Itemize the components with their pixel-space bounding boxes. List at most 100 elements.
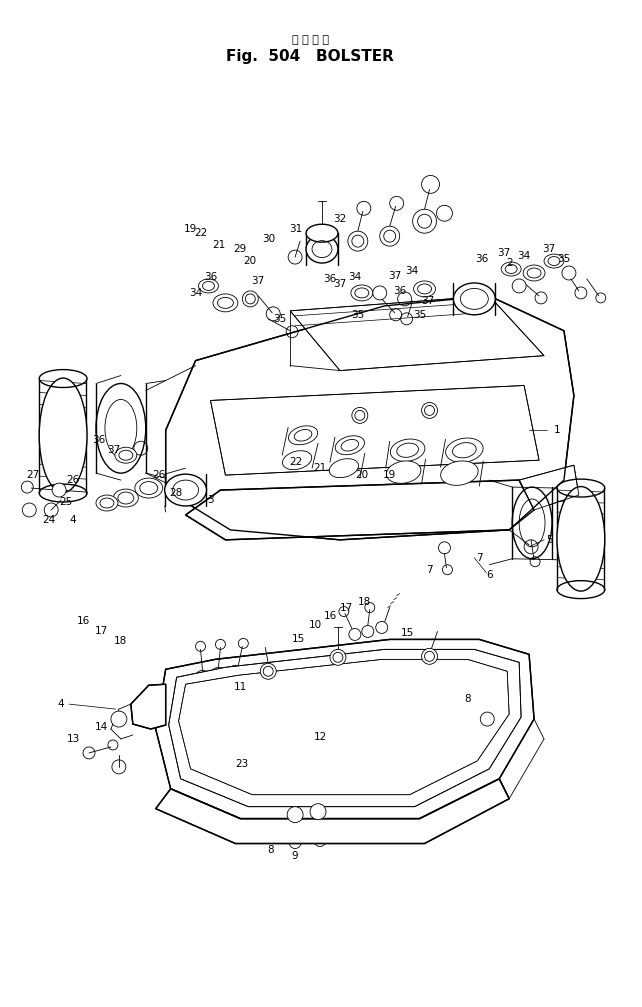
Text: 7: 7	[426, 565, 433, 575]
Polygon shape	[519, 465, 579, 510]
Ellipse shape	[135, 478, 162, 498]
Text: 36: 36	[393, 286, 406, 296]
Text: 25: 25	[60, 497, 73, 507]
Ellipse shape	[501, 262, 521, 276]
Text: 34: 34	[189, 288, 202, 298]
Polygon shape	[156, 639, 534, 819]
Circle shape	[380, 227, 400, 246]
Text: 30: 30	[262, 235, 275, 244]
Polygon shape	[290, 296, 544, 371]
Text: 18: 18	[114, 636, 128, 646]
Circle shape	[422, 649, 437, 665]
Text: 7: 7	[476, 553, 483, 563]
Text: 15: 15	[401, 628, 414, 638]
Circle shape	[52, 483, 66, 497]
Ellipse shape	[351, 285, 373, 301]
Circle shape	[480, 712, 494, 726]
Polygon shape	[211, 386, 539, 475]
Text: 37: 37	[107, 445, 121, 455]
Ellipse shape	[512, 487, 552, 559]
Ellipse shape	[544, 254, 564, 268]
Ellipse shape	[390, 439, 425, 461]
Text: 22: 22	[194, 229, 207, 239]
Ellipse shape	[306, 236, 338, 263]
Text: 36: 36	[204, 272, 217, 282]
Ellipse shape	[523, 265, 545, 281]
Text: 8: 8	[464, 694, 471, 704]
Text: 24: 24	[42, 515, 56, 525]
Text: 37: 37	[542, 244, 555, 254]
Ellipse shape	[198, 279, 218, 293]
Circle shape	[260, 664, 276, 680]
Text: 3: 3	[207, 495, 214, 506]
Text: 8: 8	[267, 846, 273, 856]
Ellipse shape	[282, 451, 312, 469]
Ellipse shape	[306, 225, 338, 242]
Text: 13: 13	[67, 734, 80, 744]
Text: 11: 11	[234, 682, 247, 692]
Text: 26: 26	[152, 470, 166, 480]
Text: 12: 12	[313, 732, 327, 742]
Text: 35: 35	[557, 254, 571, 264]
Ellipse shape	[165, 474, 207, 506]
Text: 17: 17	[340, 602, 354, 612]
Text: 19: 19	[383, 470, 396, 480]
Ellipse shape	[114, 489, 138, 507]
Text: 37: 37	[388, 271, 401, 281]
Polygon shape	[166, 296, 574, 540]
Ellipse shape	[288, 426, 318, 445]
Text: 34: 34	[348, 272, 361, 282]
Ellipse shape	[39, 378, 87, 492]
Ellipse shape	[115, 447, 137, 463]
Circle shape	[310, 804, 326, 820]
Text: 16: 16	[76, 616, 90, 626]
Ellipse shape	[96, 384, 146, 473]
Circle shape	[287, 807, 303, 823]
Ellipse shape	[386, 461, 421, 483]
Text: 21: 21	[313, 463, 327, 473]
Circle shape	[413, 209, 437, 234]
Text: 22: 22	[290, 457, 303, 467]
Text: 27: 27	[26, 470, 40, 480]
Text: 26: 26	[67, 475, 80, 485]
Text: 35: 35	[273, 314, 287, 324]
Text: 2: 2	[506, 258, 512, 268]
Ellipse shape	[329, 458, 358, 477]
Text: 23: 23	[236, 759, 249, 769]
Text: 4: 4	[58, 699, 64, 709]
Polygon shape	[169, 650, 521, 807]
Ellipse shape	[413, 281, 435, 297]
Text: 34: 34	[517, 251, 531, 261]
Circle shape	[373, 286, 386, 300]
Text: 28: 28	[169, 488, 182, 498]
Ellipse shape	[453, 283, 495, 315]
Text: 35: 35	[351, 310, 365, 320]
Text: 31: 31	[290, 225, 303, 235]
Text: 6: 6	[486, 570, 492, 580]
Text: 10: 10	[308, 620, 322, 630]
Circle shape	[348, 232, 368, 251]
Text: 5: 5	[546, 535, 552, 545]
Text: 14: 14	[94, 722, 108, 732]
Text: 16: 16	[324, 610, 336, 620]
Text: 36: 36	[474, 254, 488, 264]
Text: 29: 29	[234, 244, 247, 254]
Text: 20: 20	[244, 256, 257, 266]
Ellipse shape	[335, 436, 365, 455]
Polygon shape	[186, 480, 534, 540]
Text: 1: 1	[553, 425, 560, 435]
Circle shape	[512, 279, 526, 293]
Text: 21: 21	[212, 240, 225, 250]
Text: 9: 9	[292, 852, 299, 861]
Circle shape	[111, 711, 127, 727]
Text: Fig.  504   BOLSTER: Fig. 504 BOLSTER	[226, 49, 394, 64]
Text: 36: 36	[324, 274, 336, 284]
Text: 35: 35	[413, 310, 426, 320]
Text: 18: 18	[358, 596, 372, 606]
Text: 37: 37	[252, 276, 265, 286]
Text: 15: 15	[291, 634, 305, 644]
Circle shape	[422, 403, 437, 418]
Text: 34: 34	[405, 266, 418, 276]
Text: 17: 17	[94, 626, 108, 636]
Polygon shape	[178, 660, 509, 795]
